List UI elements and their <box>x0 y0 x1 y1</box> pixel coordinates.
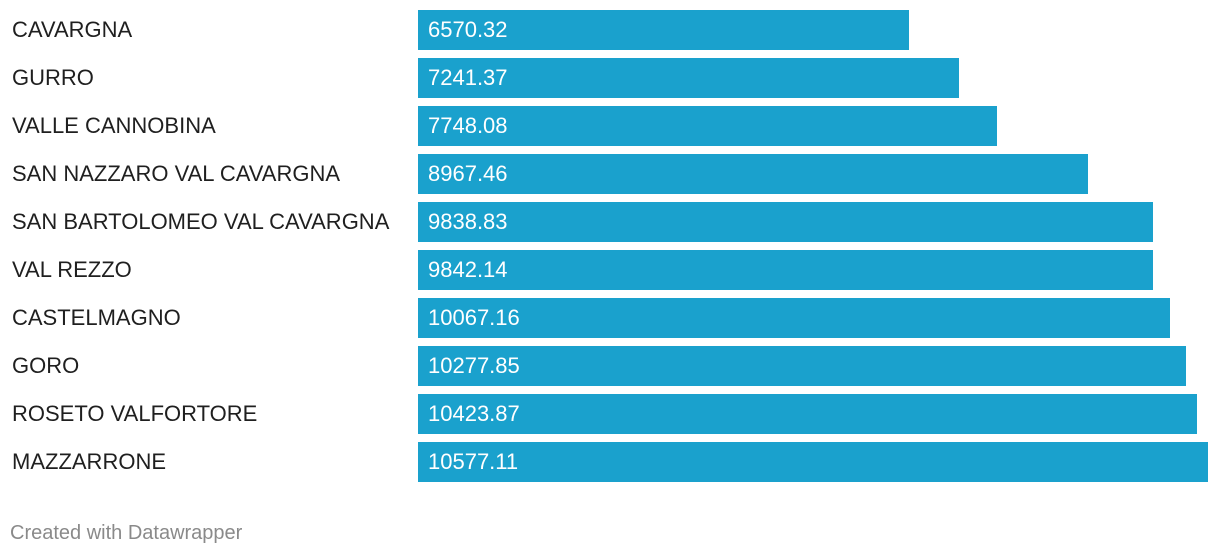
bar-value-label: 8967.46 <box>428 161 508 186</box>
datawrapper-credit: Created with Datawrapper <box>10 522 243 544</box>
bar: 7748.08 <box>418 106 997 146</box>
bar: 9838.83 <box>418 202 1153 242</box>
category-label: GORO <box>12 353 80 378</box>
category-label: CAVARGNA <box>12 17 133 42</box>
bar-value-label: 10577.11 <box>428 449 519 474</box>
bar-value-label: 6570.32 <box>428 17 508 42</box>
bar-value-label: 9842.14 <box>428 257 508 282</box>
category-label: MAZZARRONE <box>12 449 166 474</box>
category-label: VALLE CANNOBINA <box>12 113 216 138</box>
bar: 7241.37 <box>418 58 959 98</box>
bar: 10277.85 <box>418 346 1186 386</box>
bar-value-label: 10423.87 <box>428 401 520 426</box>
bar-value-label: 10067.16 <box>428 305 520 330</box>
category-label: SAN NAZZARO VAL CAVARGNA <box>12 161 341 186</box>
bar-value-label: 9838.83 <box>428 209 508 234</box>
bar: 9842.14 <box>418 250 1153 290</box>
category-label: CASTELMAGNO <box>12 305 181 330</box>
bar-chart: CAVARGNA 6570.32 GURRO 7241.37 VALLE CANNOBI… <box>12 10 1208 482</box>
bar-value-label: 7241.37 <box>428 65 508 90</box>
category-label: GURRO <box>12 65 94 90</box>
category-label: ROSETO VALFORTORE <box>12 401 258 426</box>
bar-value-label: 10277.85 <box>428 353 520 378</box>
bar: 8967.46 <box>418 154 1088 194</box>
category-label: SAN BARTOLOMEO VAL CAVARGNA <box>12 209 390 234</box>
category-label: VAL REZZO <box>12 257 132 282</box>
bar: 10423.87 <box>418 394 1197 434</box>
bar: 6570.32 <box>418 10 909 50</box>
bar-value-label: 7748.08 <box>428 113 508 138</box>
bar: 10067.16 <box>418 298 1170 338</box>
bar: 10577.11 <box>418 442 1208 482</box>
